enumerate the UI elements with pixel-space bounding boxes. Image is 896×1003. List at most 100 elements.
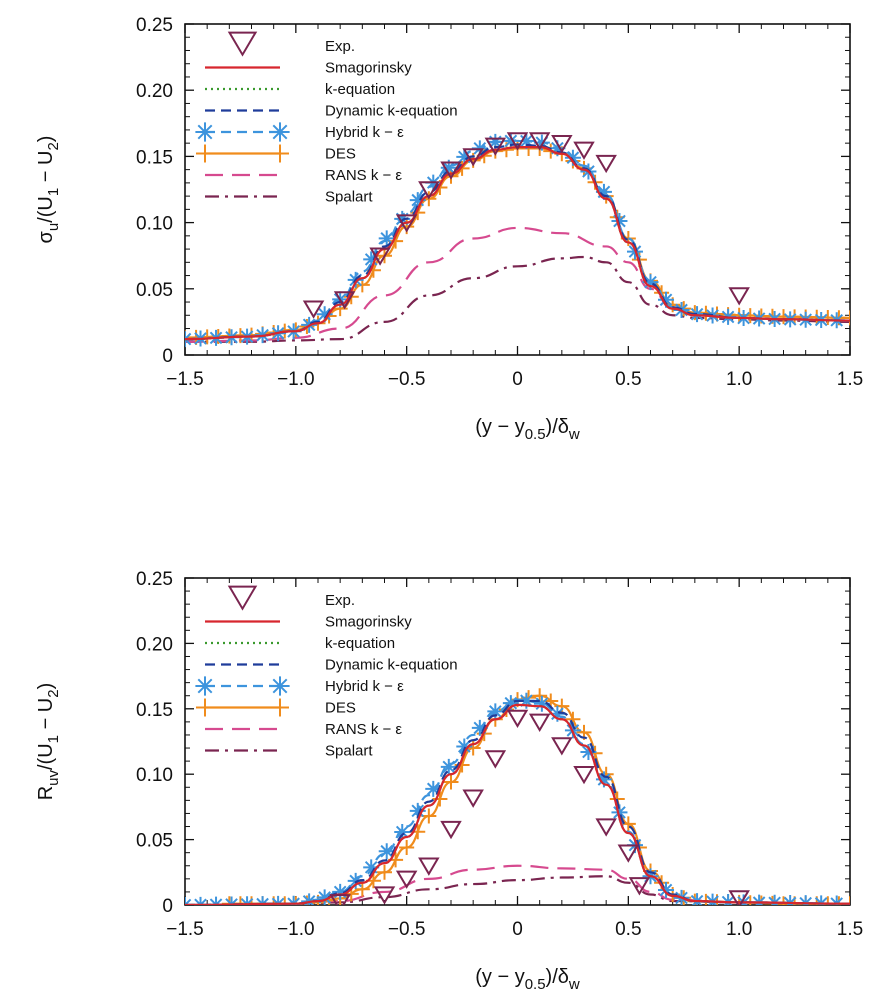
data-point <box>333 291 356 310</box>
series-smagorinsky <box>185 703 850 905</box>
data-point <box>502 132 519 149</box>
series-line <box>185 698 850 905</box>
x-tick-label: 0.5 <box>615 919 641 940</box>
y-tick-label: 0.15 <box>136 147 173 168</box>
x-axis-label: (y − y0.5​)/δw​ <box>475 966 580 993</box>
data-point <box>329 894 351 905</box>
data-point <box>595 771 612 788</box>
series-line <box>185 699 850 905</box>
legend: Exp. Smagorinsky k-equation Dynamic k-equat… <box>195 585 458 760</box>
x-axis-label: (y − y0.5​)/δw​ <box>475 416 580 443</box>
y-tick-label: 0.05 <box>136 280 173 301</box>
data-point <box>564 149 581 166</box>
y-tick-label: 0.10 <box>136 214 173 235</box>
legend: Exp. Smagorinsky k-equation Dynamic k-equat… <box>195 31 458 206</box>
x-tick-label: 1.5 <box>837 369 863 390</box>
legend-entry-k-equation: k-equation <box>205 635 395 652</box>
legend-entry-dynamic-k-equation: Dynamic k-equation <box>205 657 458 674</box>
y-tick-label: 0 <box>162 346 173 367</box>
data-point <box>409 802 426 819</box>
legend-label: Spalart <box>325 743 373 760</box>
data-point <box>487 703 504 720</box>
legend-entry-dynamic-k-equation: Dynamic k-equation <box>205 103 458 120</box>
series-line <box>185 703 850 905</box>
data-point <box>378 843 395 860</box>
series-line <box>185 146 850 341</box>
y-tick-label: 0.20 <box>136 634 173 655</box>
data-point <box>456 738 473 755</box>
data-point <box>378 230 395 247</box>
legend-label: Hybrid k − ε <box>325 124 404 141</box>
series-line <box>185 255 850 343</box>
data-point <box>363 251 380 268</box>
legend-entry-hybrid-k: Hybrid k − ε <box>195 676 404 696</box>
data-point <box>549 705 566 722</box>
series-line <box>185 864 850 905</box>
data-point <box>595 183 612 200</box>
data-point <box>484 137 507 156</box>
data-point <box>611 213 628 230</box>
data-point <box>432 791 448 807</box>
data-point <box>377 864 392 880</box>
panel-top: −1.5 −1.0 −0.5 0 0.5 1.0 1.5 0 0.05 0.10 0.15 0.20 0… <box>35 15 863 443</box>
panel-bottom: −1.5 −1.0 −0.5 0 0.5 1.0 1.5 0 0.05 0.10 0.15 0.20 0… <box>35 569 863 993</box>
legend-label: Dynamic k-equation <box>325 103 458 120</box>
data-point <box>506 132 529 151</box>
x-tick-label: 1.5 <box>837 919 863 940</box>
legend-symbol <box>196 144 214 163</box>
data-point <box>418 181 440 200</box>
legend-label: Exp. <box>325 592 355 609</box>
data-point <box>471 719 488 736</box>
legend-label: DES <box>325 700 356 717</box>
legend-entry-rans-k: RANS k − ε <box>205 167 402 184</box>
x-tick-label: −1.5 <box>166 369 204 390</box>
plot-frame <box>184 577 851 906</box>
x-tick-label: 0 <box>512 369 523 390</box>
legend-entry-des: DES <box>196 144 356 163</box>
data-point <box>551 737 573 756</box>
legend-symbol <box>196 698 214 717</box>
y-tick-label: 0.20 <box>136 81 173 102</box>
data-point <box>462 789 484 808</box>
data-point <box>528 713 551 732</box>
legend-entry-k-equation: k-equation <box>205 81 395 98</box>
x-tick-label: −1.0 <box>277 919 315 940</box>
legend-label: RANS k − ε <box>325 167 402 184</box>
x-tick-label: −1.0 <box>277 369 315 390</box>
legend-symbol <box>270 676 290 696</box>
legend-label: Hybrid k − ε <box>325 678 404 695</box>
legend-entry-rans-k: RANS k − ε <box>205 721 402 738</box>
legend-label: k-equation <box>325 81 395 98</box>
series-rans-k <box>185 864 850 905</box>
data-point <box>425 780 442 797</box>
legend-symbol <box>227 585 258 611</box>
data-point <box>573 766 595 785</box>
legend-label: Dynamic k-equation <box>325 657 458 674</box>
data-point <box>409 192 426 209</box>
data-point <box>528 132 551 151</box>
data-point <box>533 134 550 151</box>
legend-label: Exp. <box>325 38 355 55</box>
legend-label: RANS k − ε <box>325 721 402 738</box>
series-k-equation <box>185 703 850 905</box>
data-point <box>332 883 349 900</box>
series-line <box>229 694 850 905</box>
data-point <box>728 890 750 905</box>
data-point <box>316 306 333 323</box>
legend-label: k-equation <box>325 635 395 652</box>
x-tick-label: −0.5 <box>388 919 426 940</box>
data-point <box>533 695 550 712</box>
data-point <box>484 750 507 769</box>
legend-symbol <box>227 31 258 57</box>
y-axis-label: σu​/(U1​ − U2​) <box>35 136 62 244</box>
data-point <box>487 133 504 150</box>
series-spalart <box>185 255 850 343</box>
data-point <box>456 148 473 165</box>
data-point <box>658 291 675 308</box>
legend-entry-spalart: Spalart <box>205 189 373 206</box>
data-point <box>443 774 459 790</box>
data-point <box>573 141 595 160</box>
data-point <box>506 709 529 729</box>
legend-symbol <box>270 122 290 142</box>
